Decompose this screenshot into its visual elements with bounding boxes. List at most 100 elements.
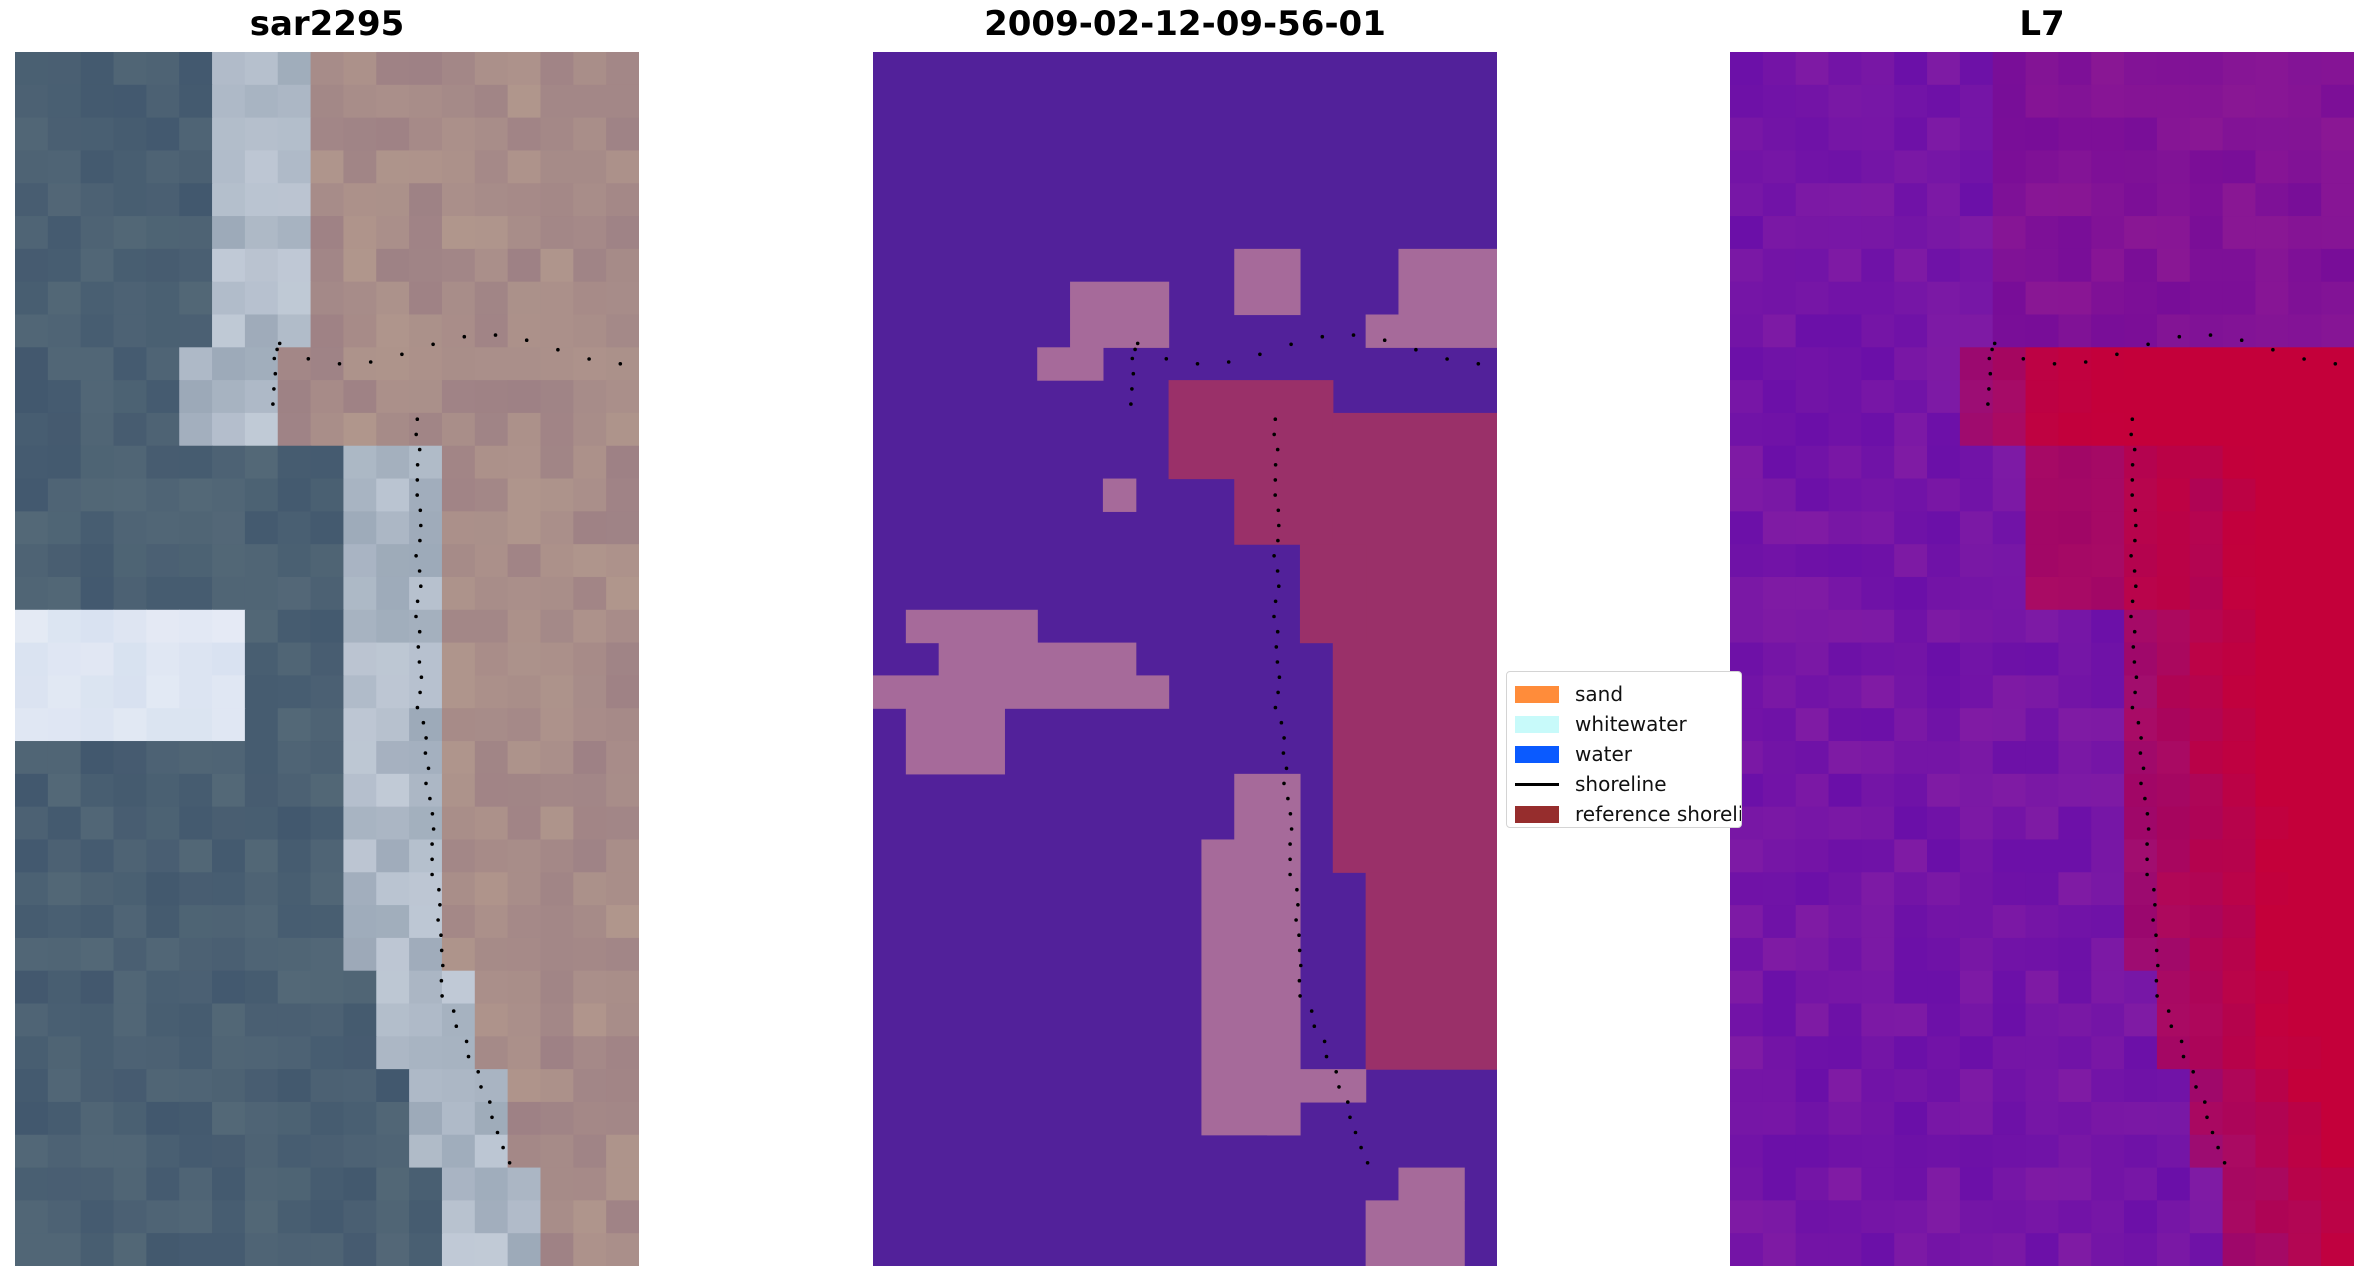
index-pixel	[1959, 183, 1994, 217]
shoreline-point	[1258, 352, 1262, 357]
index-pixel	[1959, 741, 1994, 775]
rgb-pixel	[343, 872, 377, 906]
rgb-pixel	[146, 675, 180, 709]
index-pixel	[1861, 708, 1895, 742]
shoreline-point	[1273, 417, 1278, 422]
rgb-pixel	[212, 1101, 246, 1136]
shoreline-point	[430, 812, 435, 816]
rgb-pixel	[15, 905, 49, 939]
rgb-pixel	[474, 970, 509, 1005]
index-pixel	[2255, 1134, 2289, 1169]
index-pixel	[1828, 314, 1862, 348]
rgb-pixel	[15, 281, 49, 316]
rgb-pixel	[179, 1134, 213, 1169]
rgb-pixel	[47, 576, 82, 611]
rgb-pixel	[409, 905, 443, 939]
index-pixel	[2189, 741, 2224, 775]
index-pixel	[2321, 445, 2354, 480]
shoreline-point	[2130, 463, 2135, 467]
rgb-pixel	[409, 1036, 443, 1070]
index-pixel	[1828, 511, 1862, 545]
rgb-pixel	[47, 741, 82, 775]
rgb-pixel	[179, 642, 213, 676]
index-pixel	[2222, 741, 2257, 775]
panel-title-index: L7	[2019, 4, 2065, 44]
shoreline-point	[2154, 933, 2158, 937]
rgb-pixel	[277, 380, 312, 414]
rgb-pixel	[343, 544, 377, 578]
index-pixel	[1795, 216, 1830, 250]
index-pixel	[2288, 52, 2322, 86]
index-pixel	[2255, 216, 2289, 250]
rgb-pixel	[606, 183, 639, 217]
class-region	[1365, 314, 1497, 348]
rgb-pixel	[310, 248, 345, 283]
index-pixel	[1795, 970, 1830, 1005]
rgb-pixel	[310, 1036, 345, 1070]
rgb-pixel	[474, 84, 509, 119]
index-pixel	[2091, 1134, 2125, 1169]
panel-title-rgb: sar2295	[249, 4, 405, 44]
index-pixel	[2124, 1101, 2158, 1136]
index-pixel	[1762, 937, 1797, 972]
rgb-pixel	[409, 741, 443, 775]
rgb-pixel	[540, 1003, 574, 1037]
index-pixel	[2189, 937, 2224, 972]
index-pixel	[2124, 248, 2158, 283]
rgb-pixel	[179, 216, 213, 250]
shoreline-point	[1988, 371, 1993, 376]
index-pixel	[1828, 970, 1862, 1005]
rgb-pixel	[540, 937, 574, 972]
index-pixel	[2321, 970, 2354, 1005]
index-pixel	[1828, 281, 1862, 316]
index-pixel	[2058, 1167, 2092, 1201]
index-pixel	[2025, 445, 2060, 480]
index-pixel	[2091, 905, 2125, 939]
shoreline-point	[1273, 705, 1278, 710]
index-pixel	[2321, 1134, 2354, 1169]
rgb-pixel	[47, 937, 82, 972]
index-pixel	[1795, 806, 1830, 841]
shoreline-point	[439, 948, 444, 953]
rgb-pixel	[146, 806, 180, 841]
index-pixel	[2255, 52, 2289, 86]
rgb-pixel	[244, 412, 279, 447]
rgb-pixel	[409, 511, 443, 545]
shoreline-point	[2210, 1130, 2215, 1135]
index-pixel	[2321, 183, 2354, 217]
rgb-pixel	[507, 806, 542, 841]
index-pixel	[1959, 84, 1994, 119]
rgb-pixel	[343, 1200, 377, 1234]
index-pixel	[1894, 905, 1928, 939]
index-pixel	[1992, 675, 2027, 709]
index-pixel	[2156, 478, 2191, 512]
rgb-pixel	[507, 314, 542, 348]
shoreline-point	[1298, 994, 1302, 998]
index-pixel	[1992, 117, 2027, 152]
index-pixel	[2255, 1003, 2289, 1037]
rgb-pixel	[179, 117, 213, 152]
index-pixel	[2222, 347, 2257, 381]
index-pixel	[1762, 314, 1797, 348]
index-pixel	[1795, 576, 1830, 611]
index-pixel	[2058, 741, 2092, 775]
index-pixel	[1828, 1167, 1862, 1201]
rgb-pixel	[606, 544, 639, 578]
rgb-pixel	[441, 1233, 476, 1266]
rgb-pixel	[507, 773, 542, 808]
index-pixel	[1959, 642, 1994, 676]
rgb-pixel	[540, 478, 574, 512]
index-pixel	[1861, 642, 1895, 676]
rgb-pixel	[113, 84, 147, 119]
rgb-pixel	[573, 281, 607, 316]
rgb-pixel	[47, 1200, 82, 1234]
rgb-pixel	[310, 52, 345, 86]
index-pixel	[2321, 642, 2354, 676]
rgb-pixel	[113, 314, 147, 348]
shoreline-point	[2271, 347, 2275, 352]
shoreline-point	[418, 508, 423, 513]
rgb-pixel	[409, 412, 443, 447]
index-pixel	[1730, 970, 1764, 1005]
class-region	[1234, 478, 1334, 545]
rgb-pixel	[146, 1101, 180, 1136]
